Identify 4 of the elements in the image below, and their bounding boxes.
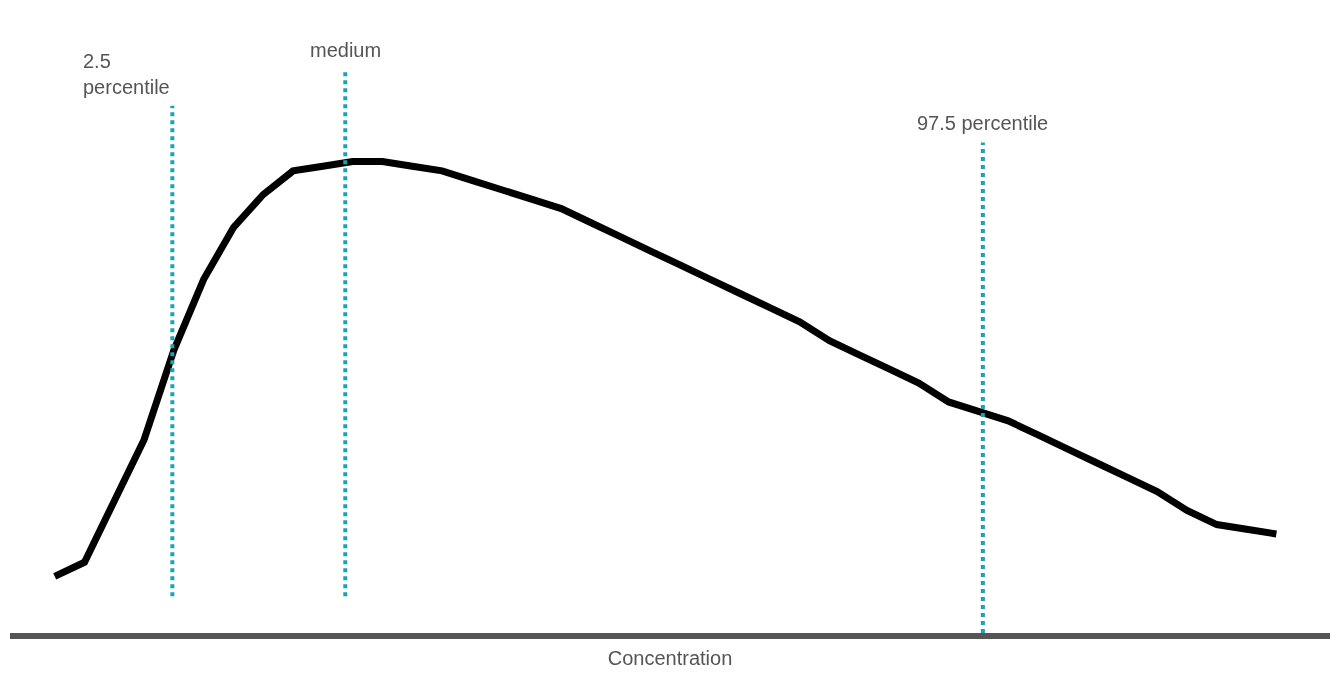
x-axis-title: Concentration — [607, 647, 733, 669]
text: 97.5 percentile — [917, 112, 1049, 134]
text: 2.5 percentile — [83, 50, 170, 98]
text: medium — [310, 39, 382, 61]
